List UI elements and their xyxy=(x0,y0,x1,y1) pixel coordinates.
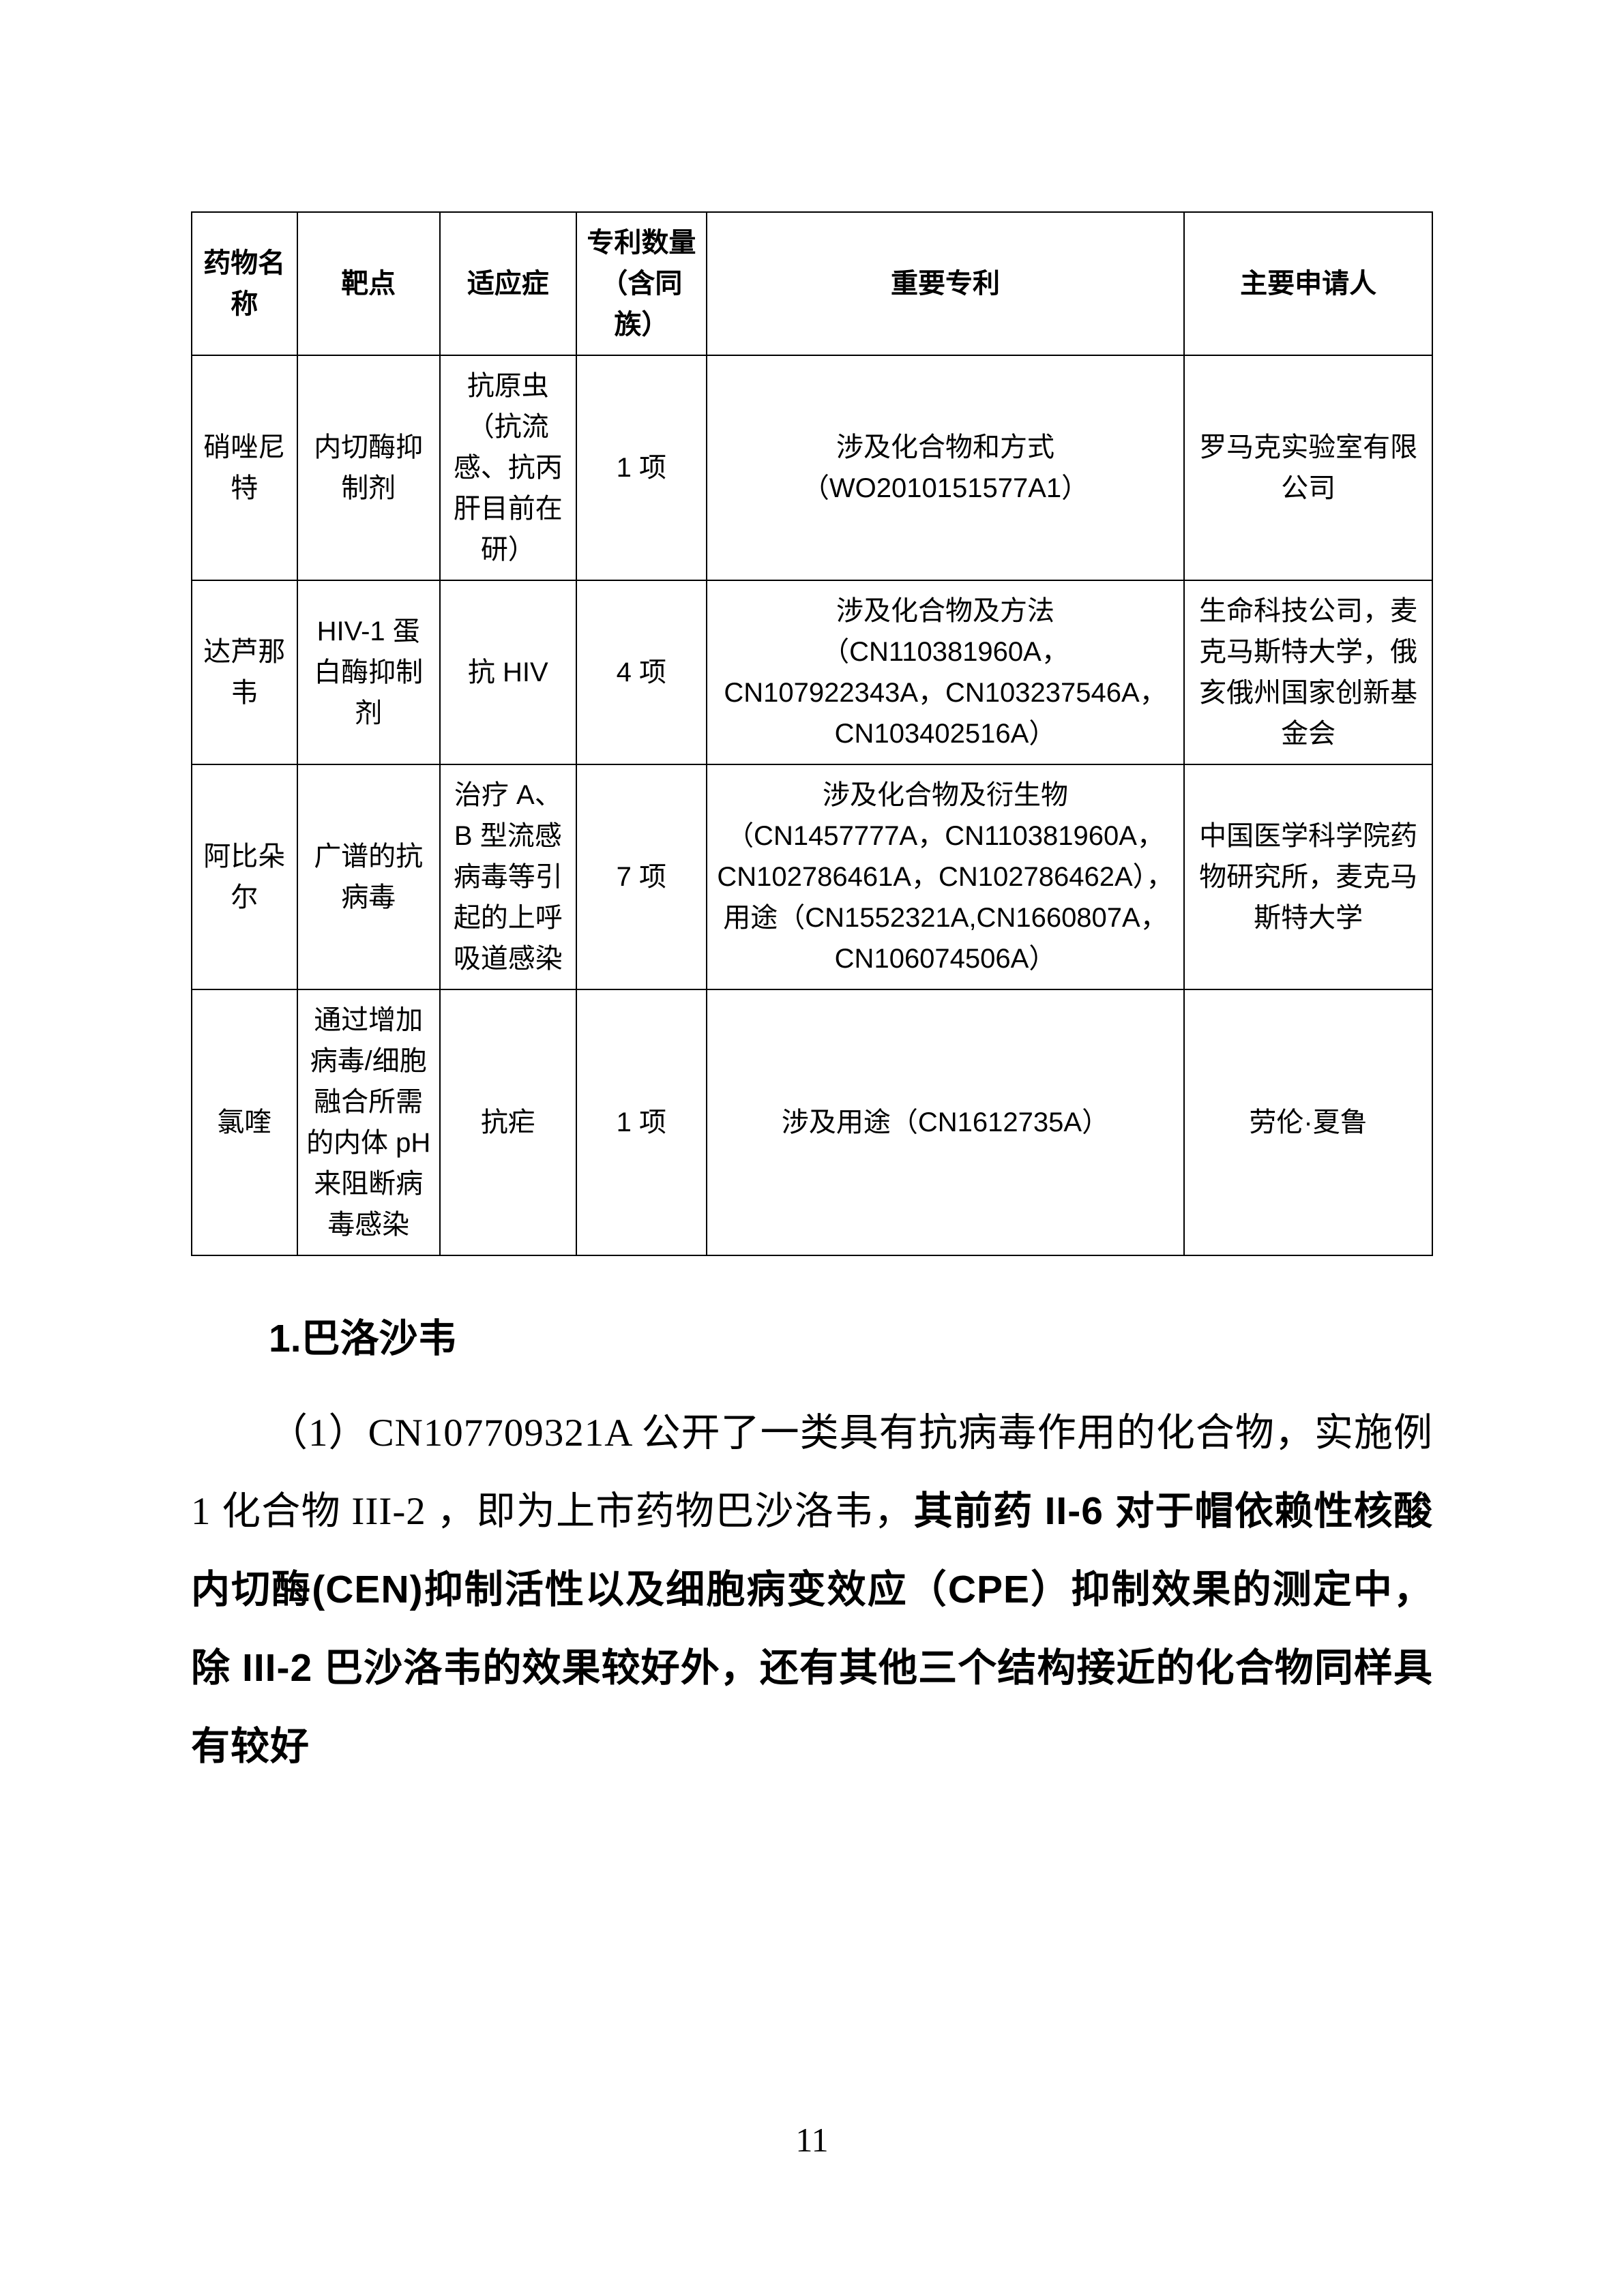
cell-patent: 涉及化合物及方法（CN110381960A，CN107922343A，CN103… xyxy=(707,580,1184,764)
cell-name: 达芦那韦 xyxy=(192,580,297,764)
page-number: 11 xyxy=(0,2120,1624,2160)
cell-patent: 涉及化合物及衍生物（CN1457777A，CN110381960A，CN1027… xyxy=(707,764,1184,989)
cell-indication: 抗原虫（抗流感、抗丙肝目前在研） xyxy=(440,355,576,580)
cell-applicant: 罗马克实验室有限公司 xyxy=(1184,355,1432,580)
cell-name: 氯喹 xyxy=(192,989,297,1255)
cell-count: 1 项 xyxy=(576,989,707,1255)
drug-patent-table: 药物名称 靶点 适应症 专利数量（含同族） 重要专利 主要申请人 硝唑尼特 内切… xyxy=(191,211,1433,1256)
cell-applicant: 生命科技公司，麦克马斯特大学，俄亥俄州国家创新基金会 xyxy=(1184,580,1432,764)
cell-target: 通过增加病毒/细胞融合所需的内体 pH 来阻断病毒感染 xyxy=(297,989,440,1255)
table-row: 阿比朵尔 广谱的抗病毒 治疗 A、B 型流感病毒等引起的上呼吸道感染 7 项 涉… xyxy=(192,764,1432,989)
th-name: 药物名称 xyxy=(192,212,297,355)
cell-name: 阿比朵尔 xyxy=(192,764,297,989)
cell-indication: 治疗 A、B 型流感病毒等引起的上呼吸道感染 xyxy=(440,764,576,989)
table-header-row: 药物名称 靶点 适应症 专利数量（含同族） 重要专利 主要申请人 xyxy=(192,212,1432,355)
cell-count: 1 项 xyxy=(576,355,707,580)
cell-applicant: 中国医学科学院药物研究所，麦克马斯特大学 xyxy=(1184,764,1432,989)
cell-patent: 涉及用途（CN1612735A） xyxy=(707,989,1184,1255)
cell-name: 硝唑尼特 xyxy=(192,355,297,580)
cell-indication: 抗疟 xyxy=(440,989,576,1255)
section-heading: 1.巴洛沙韦 xyxy=(191,1304,1433,1374)
cell-applicant: 劳伦·夏鲁 xyxy=(1184,989,1432,1255)
table-row: 氯喹 通过增加病毒/细胞融合所需的内体 pH 来阻断病毒感染 抗疟 1 项 涉及… xyxy=(192,989,1432,1255)
table-row: 硝唑尼特 内切酶抑制剂 抗原虫（抗流感、抗丙肝目前在研） 1 项 涉及化合物和方… xyxy=(192,355,1432,580)
cell-count: 4 项 xyxy=(576,580,707,764)
cell-target: 内切酶抑制剂 xyxy=(297,355,440,580)
th-indication: 适应症 xyxy=(440,212,576,355)
th-count: 专利数量（含同族） xyxy=(576,212,707,355)
cell-target: 广谱的抗病毒 xyxy=(297,764,440,989)
cell-indication: 抗 HIV xyxy=(440,580,576,764)
cell-count: 7 项 xyxy=(576,764,707,989)
cell-target: HIV-1 蛋白酶抑制剂 xyxy=(297,580,440,764)
th-applicant: 主要申请人 xyxy=(1184,212,1432,355)
th-patent: 重要专利 xyxy=(707,212,1184,355)
section-paragraph: （1）CN107709321A 公开了一类具有抗病毒作用的化合物，实施例 1 化… xyxy=(191,1395,1433,1786)
cell-patent: 涉及化合物和方式（WO2010151577A1） xyxy=(707,355,1184,580)
table-row: 达芦那韦 HIV-1 蛋白酶抑制剂 抗 HIV 4 项 涉及化合物及方法（CN1… xyxy=(192,580,1432,764)
th-target: 靶点 xyxy=(297,212,440,355)
